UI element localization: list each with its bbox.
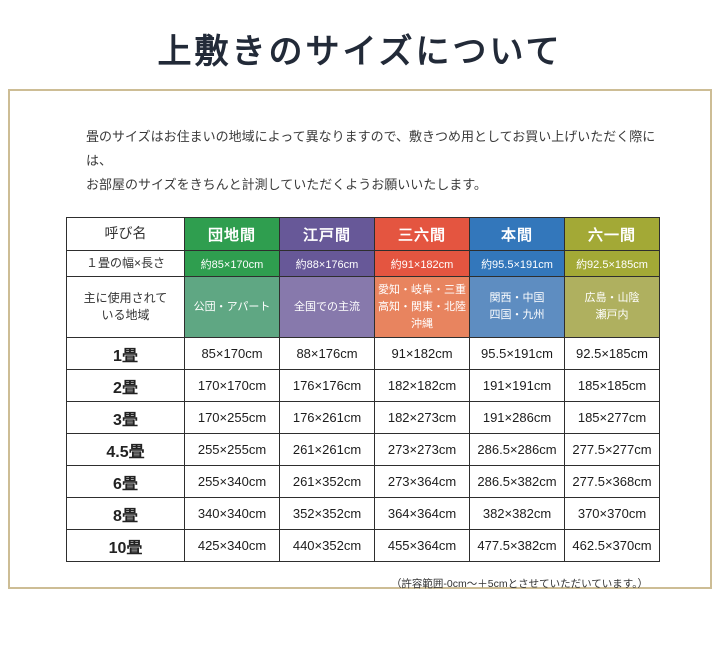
table-row: 1畳 85×170cm 88×176cm 91×182cm 95.5×191cm… [66, 337, 660, 371]
size-cell: 91×182cm [374, 337, 470, 371]
width-row: １畳の幅×長さ 約85×170cm 約88×176cm 約91×182cm 約9… [66, 250, 660, 278]
corner-label: 呼び名 [66, 217, 185, 252]
size-cell: 185×277cm [564, 401, 660, 435]
size-cell: 95.5×191cm [469, 337, 565, 371]
size-cell: 277.5×368cm [564, 465, 660, 499]
column-header-rokuichima: 六一間 [564, 217, 660, 252]
region-cell: 公団・アパート [184, 276, 280, 339]
header-row: 呼び名 団地間 江戸間 三六間 本間 六一間 [66, 217, 660, 252]
tolerance-note: （許容範囲-0cm～＋5cmとさせていただいています。） [390, 578, 648, 591]
width-cell: 約91×182cm [374, 250, 470, 278]
size-row-label: 8畳 [66, 497, 185, 531]
tatami-size-table: 呼び名 団地間 江戸間 三六間 本間 六一間 １畳の幅×長さ 約85×170cm… [66, 217, 660, 563]
size-cell: 92.5×185cm [564, 337, 660, 371]
size-cell: 364×364cm [374, 497, 470, 531]
width-row-label: １畳の幅×長さ [66, 250, 185, 278]
size-cell: 382×382cm [469, 497, 565, 531]
size-cell: 286.5×382cm [469, 465, 565, 499]
size-cell: 370×370cm [564, 497, 660, 531]
size-cell: 462.5×370cm [564, 529, 660, 563]
size-cell: 425×340cm [184, 529, 280, 563]
width-cell: 約95.5×191cm [469, 250, 565, 278]
region-cell: 関西・中国 四国・九州 [469, 276, 565, 339]
region-cell: 全国での主流 [279, 276, 375, 339]
size-cell: 176×176cm [279, 369, 375, 403]
size-row-label: 10畳 [66, 529, 185, 563]
size-cell: 440×352cm [279, 529, 375, 563]
intro-text: 畳のサイズはお住まいの地域によって異なりますので、敷きつめ用としてお買い上げいた… [86, 129, 656, 193]
size-cell: 191×191cm [469, 369, 565, 403]
size-cell: 277.5×277cm [564, 433, 660, 467]
size-row-label: 2畳 [66, 369, 185, 403]
size-cell: 191×286cm [469, 401, 565, 435]
size-cell: 273×364cm [374, 465, 470, 499]
size-cell: 170×255cm [184, 401, 280, 435]
table-row: 8畳 340×340cm 352×352cm 364×364cm 382×382… [66, 497, 660, 531]
table-row: 3畳 170×255cm 176×261cm 182×273cm 191×286… [66, 401, 660, 435]
size-cell: 286.5×286cm [469, 433, 565, 467]
region-cell: 広島・山陰 瀬戸内 [564, 276, 660, 339]
size-cell: 170×170cm [184, 369, 280, 403]
size-cell: 261×352cm [279, 465, 375, 499]
width-cell: 約88×176cm [279, 250, 375, 278]
size-cell: 261×261cm [279, 433, 375, 467]
size-cell: 273×273cm [374, 433, 470, 467]
size-cell: 185×185cm [564, 369, 660, 403]
size-cell: 255×340cm [184, 465, 280, 499]
column-header-danchima: 団地間 [184, 217, 280, 252]
table-row: 6畳 255×340cm 261×352cm 273×364cm 286.5×3… [66, 465, 660, 499]
size-cell: 255×255cm [184, 433, 280, 467]
size-cell: 85×170cm [184, 337, 280, 371]
region-cell: 愛知・岐阜・三重 高知・関東・北陸 沖縄 [374, 276, 470, 339]
size-row-label: 4.5畳 [66, 433, 185, 467]
size-cell: 182×182cm [374, 369, 470, 403]
column-header-edoma: 江戸間 [279, 217, 375, 252]
size-cell: 88×176cm [279, 337, 375, 371]
region-row: 主に使用されて いる地域 公団・アパート 全国での主流 愛知・岐阜・三重 高知・… [66, 276, 660, 339]
table-row: 2畳 170×170cm 176×176cm 182×182cm 191×191… [66, 369, 660, 403]
width-cell: 約85×170cm [184, 250, 280, 278]
column-header-honma: 本間 [469, 217, 565, 252]
region-row-label: 主に使用されて いる地域 [66, 276, 185, 339]
table-row: 10畳 425×340cm 440×352cm 455×364cm 477.5×… [66, 529, 660, 563]
size-row-label: 6畳 [66, 465, 185, 499]
column-header-sanrokuma: 三六間 [374, 217, 470, 252]
table-row: 4.5畳 255×255cm 261×261cm 273×273cm 286.5… [66, 433, 660, 467]
size-cell: 477.5×382cm [469, 529, 565, 563]
size-cell: 455×364cm [374, 529, 470, 563]
size-row-label: 1畳 [66, 337, 185, 371]
content-box: 畳のサイズはお住まいの地域によって異なりますので、敷きつめ用としてお買い上げいた… [8, 89, 712, 591]
size-cell: 176×261cm [279, 401, 375, 435]
page-title: 上敷きのサイズについて [157, 32, 563, 72]
width-cell: 約92.5×185cm [564, 250, 660, 278]
size-cell: 340×340cm [184, 497, 280, 531]
size-cell: 352×352cm [279, 497, 375, 531]
size-row-label: 3畳 [66, 401, 185, 435]
size-cell: 182×273cm [374, 401, 470, 435]
